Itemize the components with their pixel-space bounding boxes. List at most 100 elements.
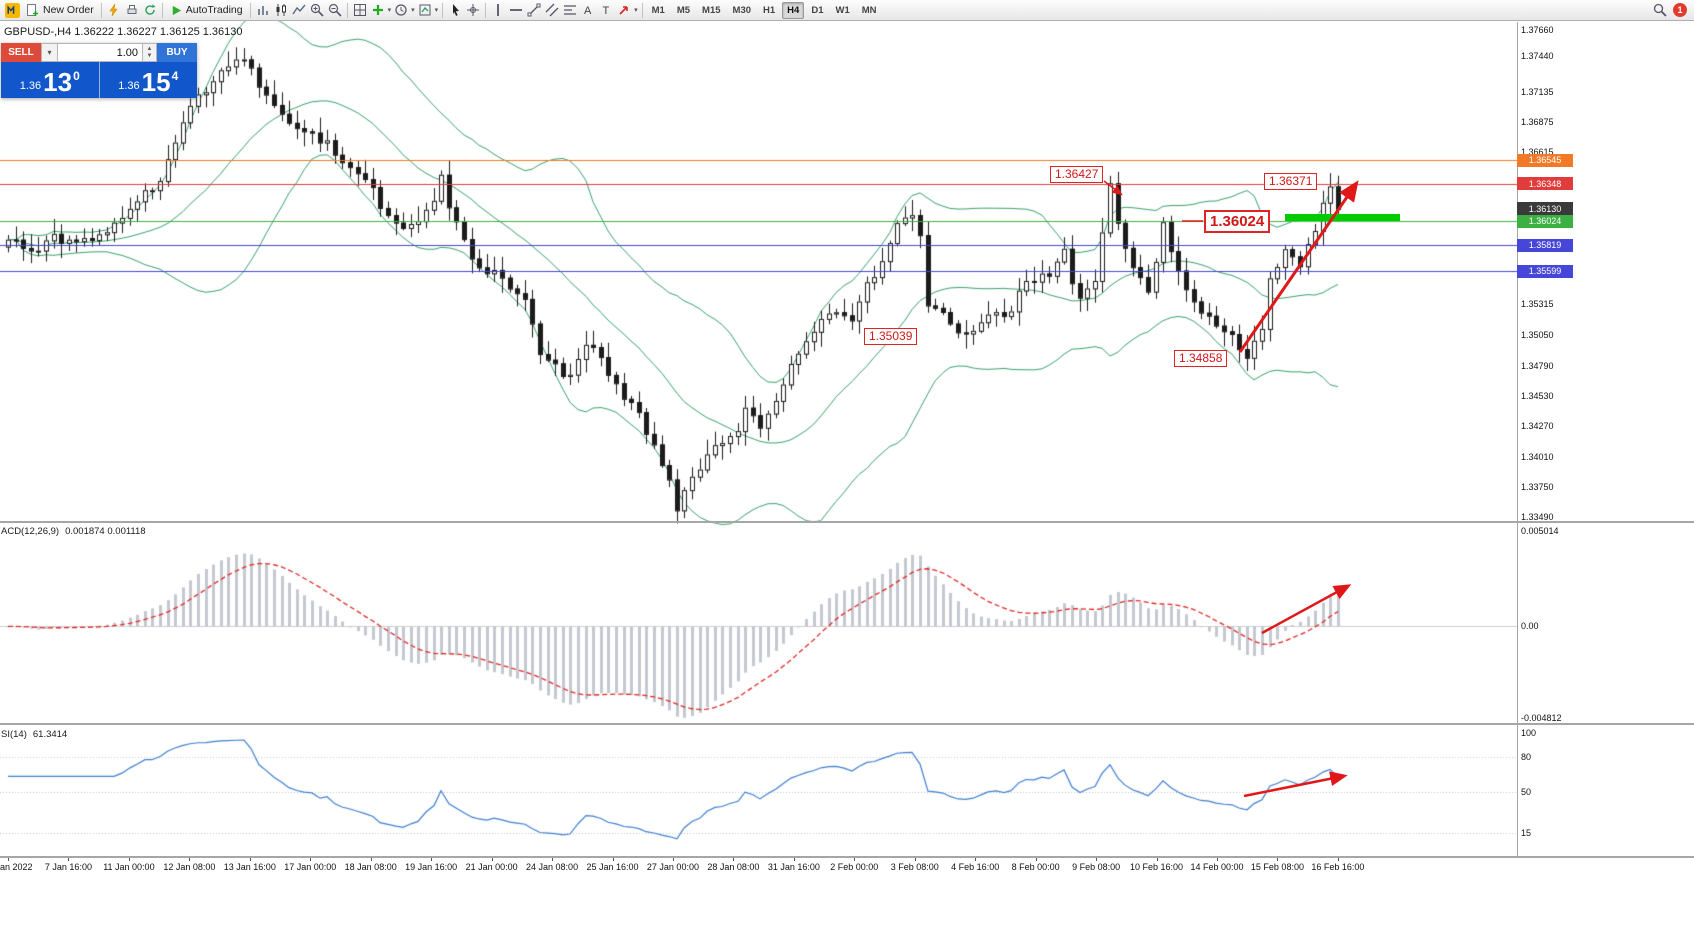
zoom-in-icon[interactable] xyxy=(308,1,326,19)
arrows-tool-caret[interactable]: ▾ xyxy=(634,7,638,14)
new-order-button[interactable]: New Order xyxy=(21,2,98,19)
time-axis-label: 17 Jan 00:00 xyxy=(284,862,337,872)
crosshair-icon[interactable] xyxy=(464,1,482,19)
cursor-icon[interactable] xyxy=(446,1,464,19)
time-axis-tick xyxy=(854,858,856,861)
timeframe-button-mn[interactable]: MN xyxy=(857,2,882,19)
fibonacci-tool-icon[interactable] xyxy=(561,1,579,19)
time-axis-label: 4 Feb 16:00 xyxy=(951,862,1000,872)
zoom-out-icon[interactable] xyxy=(326,1,344,19)
timeframe-button-m5[interactable]: M5 xyxy=(672,2,695,19)
time-axis-label: 24 Jan 08:00 xyxy=(526,862,579,872)
time-axis-tick xyxy=(1156,858,1158,861)
support-zone-bar[interactable] xyxy=(1285,214,1400,222)
svg-text:T: T xyxy=(603,5,610,17)
period-icon[interactable] xyxy=(392,1,410,19)
sell-price-prefix: 1.36 xyxy=(19,80,42,92)
sell-price-display[interactable]: 1.36 13 0 xyxy=(1,62,100,98)
price-axis-tick: 1.37440 xyxy=(1521,50,1554,61)
template-icon[interactable] xyxy=(416,1,434,19)
rsi-indicator-label: SI(14) 61.3414 xyxy=(1,729,68,740)
price-axis-border xyxy=(1517,22,1518,858)
time-axis-tick xyxy=(612,858,614,861)
price-axis-tick: 1.36875 xyxy=(1521,116,1554,127)
arrows-tool-icon[interactable] xyxy=(615,1,633,19)
timeframe-button-h1[interactable]: H1 xyxy=(758,2,780,19)
price-axis-tick: 1.35050 xyxy=(1521,330,1554,341)
time-axis-label: 11 Jan 00:00 xyxy=(103,862,155,872)
bar-chart-icon[interactable] xyxy=(254,1,272,19)
buy-price-display[interactable]: 1.36 15 4 xyxy=(99,62,197,98)
time-axis-tick xyxy=(733,858,735,861)
time-axis-tick xyxy=(1337,858,1339,861)
tile-windows-icon[interactable] xyxy=(351,1,369,19)
timeframe-button-h4[interactable]: H4 xyxy=(782,1,805,19)
time-axis-label: 15 Feb 08:00 xyxy=(1250,862,1304,872)
timeframe-button-m15[interactable]: M15 xyxy=(697,2,725,19)
timeframe-button-m1[interactable]: M1 xyxy=(647,2,670,19)
template-caret[interactable]: ▾ xyxy=(434,7,439,14)
time-axis-label: 16 Feb 16:00 xyxy=(1311,862,1365,872)
time-axis-tick xyxy=(975,858,977,861)
toolbar-separator xyxy=(485,2,487,18)
price-annotation[interactable]: 1.36427 xyxy=(1050,166,1104,183)
timeframe-button-d1[interactable]: D1 xyxy=(806,2,828,19)
price-axis-tick: 1.34010 xyxy=(1521,451,1554,462)
search-icon[interactable] xyxy=(1651,1,1669,19)
price-annotation[interactable]: 1.35039 xyxy=(864,328,918,345)
buy-button[interactable]: BUY xyxy=(157,43,197,62)
sell-button[interactable]: SELL xyxy=(1,43,41,62)
price-line-label: 1.35599 xyxy=(1517,264,1573,278)
candlestick-chart-icon[interactable] xyxy=(272,1,290,19)
price-axis-tick: 1.36615 xyxy=(1521,147,1554,158)
time-axis-tick xyxy=(672,858,674,861)
trendline-tool-icon[interactable] xyxy=(525,1,543,19)
time-axis-tick xyxy=(68,858,70,861)
toolbar-separator xyxy=(641,2,643,18)
rsi-axis-tick: 15 xyxy=(1521,828,1532,839)
price-line-label: 1.36348 xyxy=(1517,177,1573,190)
price-axis-tick: 1.34790 xyxy=(1521,360,1554,371)
timeframe-button-w1[interactable]: W1 xyxy=(830,2,854,19)
metaeditor-icon[interactable] xyxy=(105,1,123,19)
time-axis-tick xyxy=(249,858,251,861)
price-annotation[interactable]: 1.36024 xyxy=(1204,210,1271,233)
autotrading-button[interactable]: AutoTrading xyxy=(166,3,247,18)
notification-badge[interactable]: 1 xyxy=(1673,3,1687,17)
price-axis-tick: 1.37660 xyxy=(1521,25,1554,36)
price-annotation[interactable]: 1.34858 xyxy=(1174,350,1228,367)
price-axis-tick: 1.33490 xyxy=(1521,512,1554,523)
panel-separator[interactable] xyxy=(0,723,1694,725)
print-icon[interactable] xyxy=(123,1,141,19)
vertical-line-tool-icon[interactable] xyxy=(489,1,507,19)
time-axis-label: 28 Jan 08:00 xyxy=(707,862,760,872)
line-chart-icon[interactable] xyxy=(290,1,308,19)
sell-price-big: 13 xyxy=(43,67,73,97)
volume-stepper[interactable]: ▲ ▼ xyxy=(142,43,157,62)
time-axis-tick xyxy=(1277,858,1279,861)
refresh-icon[interactable] xyxy=(141,1,159,19)
toolbar: New Order AutoTrading xyxy=(0,0,1694,21)
timeframe-button-m30[interactable]: M30 xyxy=(728,2,756,19)
one-click-trading-panel: SELL ▾ 1.00 ▲ ▼ BUY 1.36 13 0 1.36 15 4 xyxy=(1,43,197,98)
indicators-caret[interactable]: ▾ xyxy=(387,7,392,14)
time-axis-label: 18 Jan 08:00 xyxy=(344,862,397,872)
period-caret[interactable]: ▾ xyxy=(411,7,415,14)
price-annotation[interactable]: 1.36371 xyxy=(1264,173,1318,190)
indicators-icon[interactable] xyxy=(369,1,387,19)
volume-input[interactable]: 1.00 xyxy=(58,43,142,62)
chart-canvas[interactable] xyxy=(0,0,1517,878)
label-tool-icon[interactable]: T xyxy=(597,1,615,19)
time-axis-tick xyxy=(552,858,554,861)
price-line-label: 1.35819 xyxy=(1517,238,1573,252)
text-tool-icon[interactable]: A xyxy=(579,1,597,19)
order-type-dropdown[interactable]: ▾ xyxy=(41,43,58,62)
time-axis-label: 3 Feb 08:00 xyxy=(890,862,939,872)
channel-tool-icon[interactable] xyxy=(543,1,561,19)
time-axis-label: 27 Jan 00:00 xyxy=(646,862,699,872)
horizontal-line-tool-icon[interactable] xyxy=(507,1,525,19)
toolbar-separator xyxy=(161,2,163,18)
panel-separator[interactable] xyxy=(0,521,1694,523)
time-axis-tick xyxy=(1035,858,1037,861)
